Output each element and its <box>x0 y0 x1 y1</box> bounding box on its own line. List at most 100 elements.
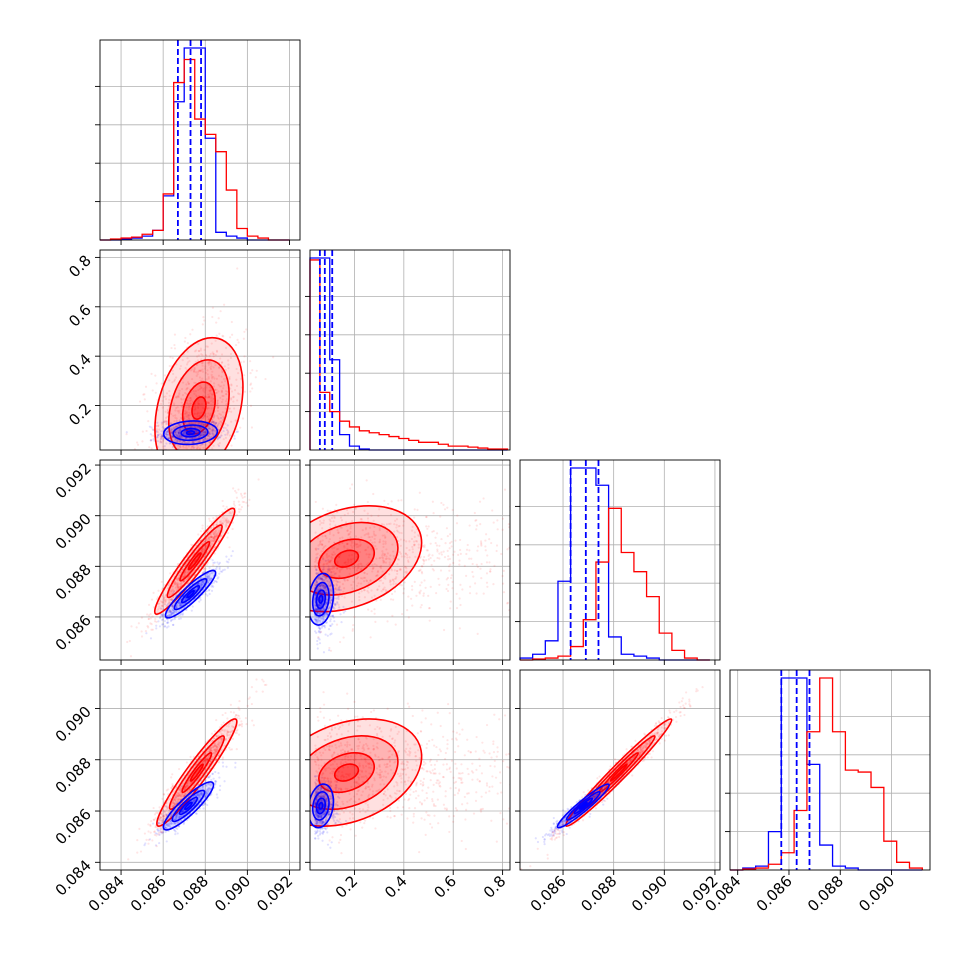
sample-point <box>152 438 155 441</box>
sample-point <box>220 421 223 425</box>
sample-point <box>319 619 322 622</box>
sample-point <box>159 827 162 830</box>
sample-point <box>325 554 328 557</box>
sample-point <box>448 569 451 572</box>
sample-point <box>362 580 366 583</box>
sample-point <box>199 530 202 533</box>
sample-point <box>449 563 452 566</box>
sample-point <box>172 589 175 592</box>
sample-point <box>323 586 326 589</box>
sample-point <box>215 404 218 407</box>
sample-point <box>448 542 452 545</box>
sample-point <box>212 416 215 419</box>
sample-point <box>202 549 205 552</box>
sample-point <box>202 424 205 427</box>
sample-point <box>406 609 409 612</box>
sample-point <box>341 541 344 545</box>
sample-point <box>318 588 321 591</box>
sample-point <box>170 613 173 616</box>
sample-point <box>372 566 375 569</box>
sample-point <box>217 576 220 579</box>
sample-point <box>457 553 460 556</box>
sample-point <box>192 444 195 448</box>
sample-point <box>403 581 406 584</box>
sample-point <box>374 545 377 548</box>
sample-point <box>346 567 349 570</box>
sample-point <box>331 566 334 569</box>
sample-point <box>423 555 426 559</box>
sample-point <box>205 590 208 593</box>
sample-point <box>192 800 195 803</box>
sample-point <box>355 545 358 549</box>
sample-point <box>217 453 219 455</box>
sample-point <box>326 568 330 571</box>
sample-point <box>347 566 350 569</box>
sample-point <box>344 561 347 564</box>
density-contour <box>172 424 209 442</box>
sample-point <box>323 576 327 579</box>
sample-point <box>205 345 208 348</box>
sample-point <box>209 535 212 539</box>
sample-point <box>334 586 337 590</box>
sample-point <box>210 535 213 538</box>
sample-point <box>243 330 246 333</box>
sample-point <box>232 500 236 503</box>
density-contour <box>179 540 211 582</box>
sample-point <box>190 445 193 448</box>
x-tick-label: 0.088 <box>804 872 847 915</box>
sample-point <box>226 566 230 569</box>
sample-point <box>187 416 190 420</box>
sample-point <box>204 593 208 596</box>
sample-point <box>419 568 422 571</box>
sample-point <box>199 433 203 437</box>
sample-point <box>322 558 325 561</box>
sample-point <box>195 429 198 433</box>
sample-point <box>203 431 206 434</box>
sample-point <box>210 589 214 592</box>
sample-point <box>331 574 334 577</box>
sample-point <box>318 604 321 607</box>
sample-point <box>313 618 317 621</box>
sample-point <box>211 393 214 396</box>
sample-point <box>149 637 153 640</box>
sample-point <box>166 603 169 606</box>
sample-point <box>230 390 234 393</box>
sample-point <box>204 353 208 357</box>
sample-point <box>227 431 230 434</box>
sample-point <box>211 351 214 354</box>
sample-point <box>173 580 176 584</box>
sample-point <box>236 338 239 341</box>
sample-point <box>417 569 420 572</box>
sample-point <box>192 390 195 393</box>
sample-point <box>178 816 181 819</box>
sample-point <box>192 441 195 444</box>
sample-point <box>319 630 322 633</box>
sample-point <box>319 604 322 607</box>
sample-point <box>359 518 362 521</box>
histogram-red <box>730 677 923 871</box>
sample-point <box>181 359 184 362</box>
sample-point <box>208 425 211 428</box>
sample-point <box>315 547 318 550</box>
sample-point <box>219 357 222 360</box>
sample-point <box>210 535 213 538</box>
sample-point <box>235 496 239 499</box>
sample-point <box>179 446 182 449</box>
sample-point <box>148 446 151 449</box>
sample-point <box>328 569 331 572</box>
sample-point <box>232 396 235 399</box>
sample-point <box>326 634 329 637</box>
sample-point <box>197 422 200 425</box>
sample-point <box>319 542 322 545</box>
sample-point <box>436 548 439 551</box>
sample-point <box>212 581 215 584</box>
sample-point <box>187 413 190 417</box>
sample-point <box>214 780 217 783</box>
sample-point <box>330 568 333 571</box>
sample-point <box>171 611 175 615</box>
sample-point <box>325 592 328 595</box>
sample-point <box>344 561 347 564</box>
sample-point <box>320 577 323 580</box>
sample-point <box>221 398 224 401</box>
sample-point <box>314 500 317 504</box>
